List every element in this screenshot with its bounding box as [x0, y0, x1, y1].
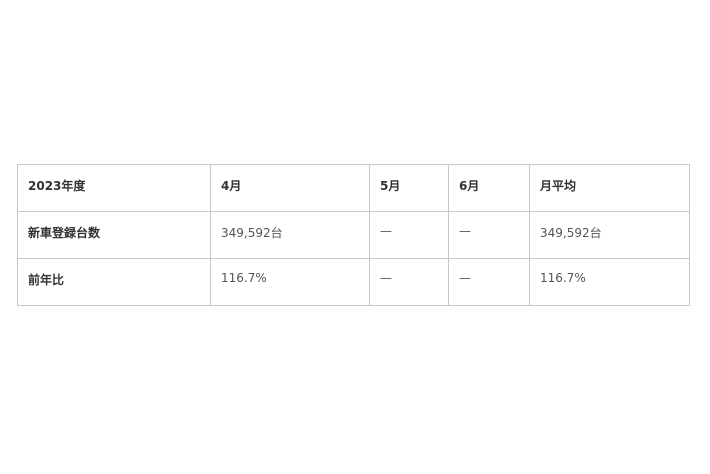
row-header: 前年比: [17, 258, 211, 306]
table-row: 前年比 116.7% — — 116.7%: [17, 258, 690, 306]
table-cell: —: [369, 258, 449, 306]
row-header: 新車登録台数: [17, 211, 211, 259]
header-cell: 4月: [210, 164, 370, 212]
header-cell: 5月: [369, 164, 449, 212]
table-cell: —: [448, 211, 530, 259]
table-cell: —: [369, 211, 449, 259]
header-cell: 6月: [448, 164, 530, 212]
table-header-row: 2023年度 4月 5月 6月 月平均: [17, 164, 690, 212]
table-cell: 349,592台: [529, 211, 690, 259]
header-cell: 月平均: [529, 164, 690, 212]
table-cell: 349,592台: [210, 211, 370, 259]
header-cell: 2023年度: [17, 164, 211, 212]
table-cell: 116.7%: [210, 258, 370, 306]
table-cell: 116.7%: [529, 258, 690, 306]
registration-table: 2023年度 4月 5月 6月 月平均 新車登録台数 349,592台 — — …: [17, 164, 690, 306]
table-cell: —: [448, 258, 530, 306]
table-row: 新車登録台数 349,592台 — — 349,592台: [17, 211, 690, 259]
